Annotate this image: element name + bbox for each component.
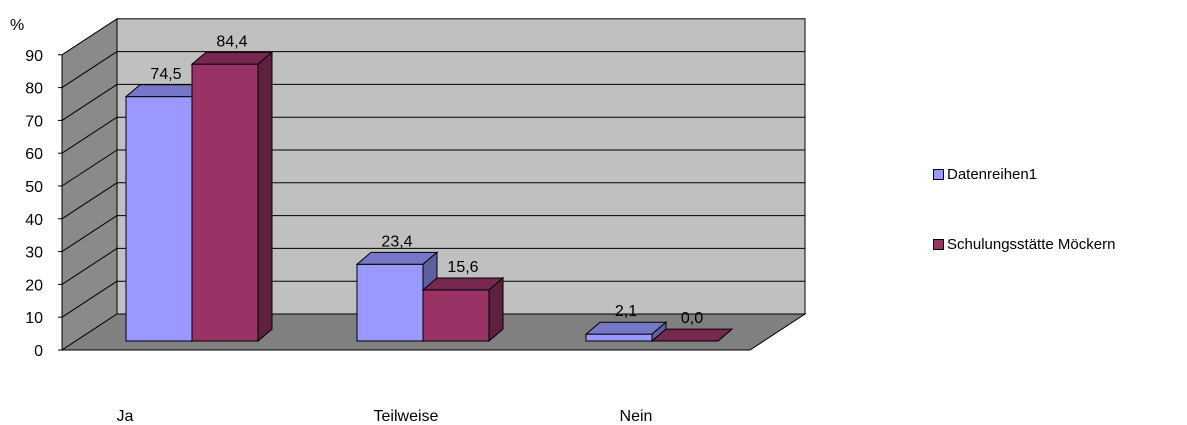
data-label-1-ja: 74,5 <box>150 66 181 83</box>
y-tick-label-7: 70 <box>25 113 43 130</box>
x-tick-label-nein: Nein <box>620 408 653 425</box>
legend-label-series-1: Datenreihen1 <box>947 166 1038 183</box>
data-label-2-ja: 84,4 <box>216 33 247 50</box>
data-label-2-teilweise: 15,6 <box>447 259 478 276</box>
gridline-side-1 <box>61 280 118 318</box>
bar-front <box>191 63 259 342</box>
data-label-1-nein: 2,1 <box>615 303 637 320</box>
y-tick-label-8: 80 <box>25 81 43 98</box>
legend-swatch-series-1 <box>933 169 944 180</box>
gridline-side-8 <box>61 51 118 89</box>
y-tick-label-3: 30 <box>25 245 43 262</box>
bar-2-nein <box>650 328 734 342</box>
data-label-1-teilweise: 23,4 <box>381 233 412 250</box>
bar-front <box>422 289 490 342</box>
y-tick-label-2: 20 <box>25 277 43 294</box>
gridline-side-5 <box>61 149 118 187</box>
legend-item-series-2: Schulungsstätte Möckern <box>933 236 1115 253</box>
bar-side <box>488 276 504 343</box>
bar-front <box>585 333 653 342</box>
bar-chart: 74,5 84,4 23,4 15,6 2,1 0,0 0 10 20 30 40 50 60 70 80… <box>10 17 807 425</box>
gridline-side-6 <box>61 116 118 154</box>
legend-label-series-2: Schulungsstätte Möckern <box>947 236 1116 253</box>
y-axis-label: % <box>10 17 24 34</box>
y-tick-label-1: 10 <box>25 310 43 327</box>
x-tick-label-ja: Ja <box>117 408 134 425</box>
bar-side <box>717 328 733 342</box>
bar-front <box>125 96 193 342</box>
bar-2-teilweise <box>421 276 505 343</box>
gridline-side-3 <box>61 215 118 253</box>
y-tick-label-9: 90 <box>25 48 43 65</box>
y-tick-label-5: 50 <box>25 179 43 196</box>
bars <box>124 51 734 343</box>
gridline-side-2 <box>61 247 118 285</box>
y-tick-label-6: 60 <box>25 146 43 163</box>
bar-side <box>257 51 273 343</box>
gridline-side-4 <box>61 182 118 220</box>
legend: Datenreihen1 Schulungsstätte Möckern <box>933 0 1187 425</box>
y-axis: 0 10 20 30 40 50 60 70 80 90 <box>25 48 750 360</box>
y-tick-label-0: 0 <box>34 343 43 360</box>
gridline-side-7 <box>61 83 118 121</box>
bar-front <box>356 263 424 342</box>
y-tick-label-4: 40 <box>25 212 43 229</box>
bar-2-ja <box>190 51 274 343</box>
legend-swatch-series-2 <box>933 239 944 250</box>
side-wall <box>61 17 118 351</box>
bar-1-nein <box>584 321 668 343</box>
x-axis: Ja Teilweise Nein <box>117 408 653 425</box>
data-labels: 74,5 84,4 23,4 15,6 2,1 0,0 <box>150 33 703 327</box>
legend-item-series-1: Datenreihen1 <box>933 166 1037 183</box>
x-tick-label-teilweise: Teilweise <box>374 408 439 425</box>
data-label-2-nein: 0,0 <box>681 310 703 327</box>
